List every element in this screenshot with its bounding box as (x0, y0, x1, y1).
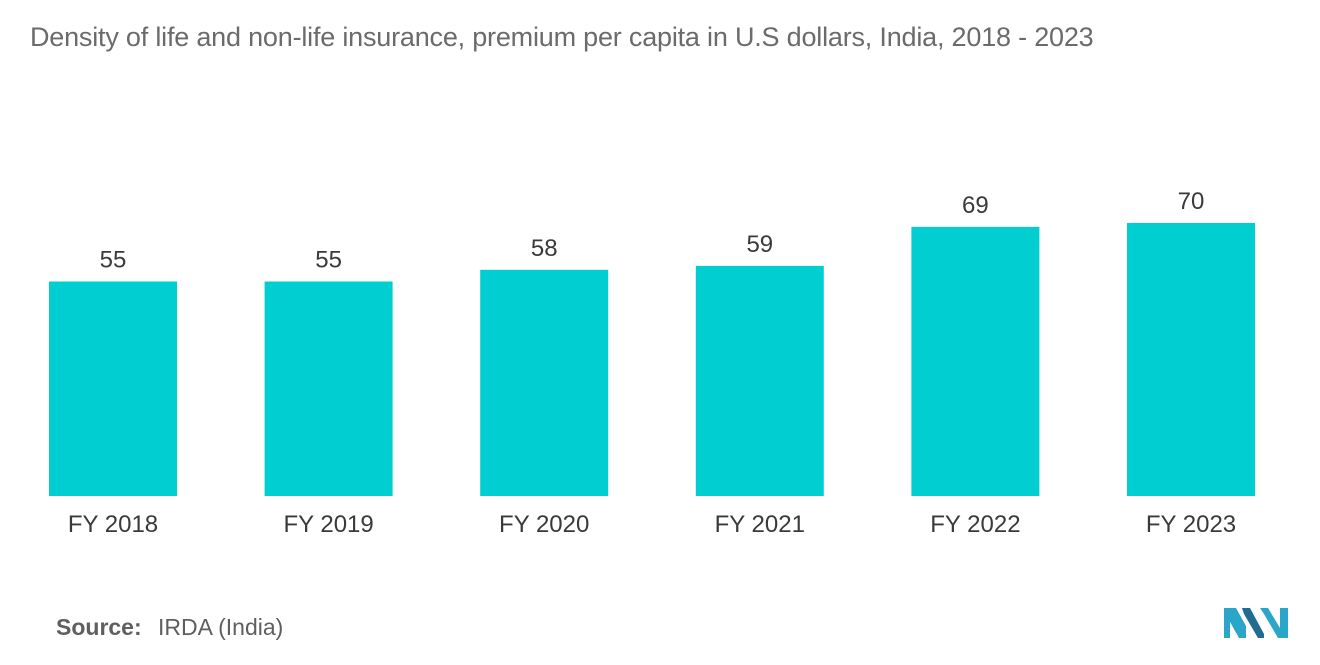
x-tick-label: FY 2021 (715, 511, 805, 538)
bar-fy-2023 (1127, 223, 1255, 496)
source-label: Source: (56, 614, 142, 640)
chart-title: Density of life and non-life insurance, … (30, 22, 1094, 52)
bar-fy-2019 (264, 281, 393, 496)
bar-fy-2021 (695, 265, 824, 496)
source-note: Source: IRDA (India) (56, 614, 283, 641)
value-labels-layer: 55 55 58 59 69 70 (100, 188, 1205, 274)
x-tick-label: FY 2018 (68, 511, 158, 538)
bar-value-label: 55 (315, 247, 342, 274)
bars-layer (49, 223, 1255, 496)
x-tick-label: FY 2019 (283, 511, 373, 538)
bar-value-label: 69 (962, 192, 989, 219)
bar-fy-2020 (480, 269, 609, 496)
bar-chart: 55 55 58 59 69 70 FY 2018 FY 2019 FY 2020 FY 202… (49, 188, 1255, 538)
source-text: IRDA (India) (158, 614, 284, 640)
x-tick-label: FY 2020 (499, 511, 589, 538)
bar-fy-2022 (911, 226, 1040, 496)
bar-value-label: 58 (531, 235, 558, 262)
mordor-intelligence-logo-icon (1224, 608, 1288, 638)
bar-value-label: 70 (1178, 188, 1205, 215)
bar-value-label: 55 (100, 247, 127, 274)
bar-value-label: 59 (746, 231, 773, 258)
x-axis-tick-labels: FY 2018 FY 2019 FY 2020 FY 2021 FY 2022 FY 20… (68, 511, 1236, 538)
x-tick-label: FY 2022 (930, 511, 1020, 538)
x-tick-label: FY 2023 (1146, 511, 1236, 538)
bar-fy-2018 (49, 281, 177, 496)
